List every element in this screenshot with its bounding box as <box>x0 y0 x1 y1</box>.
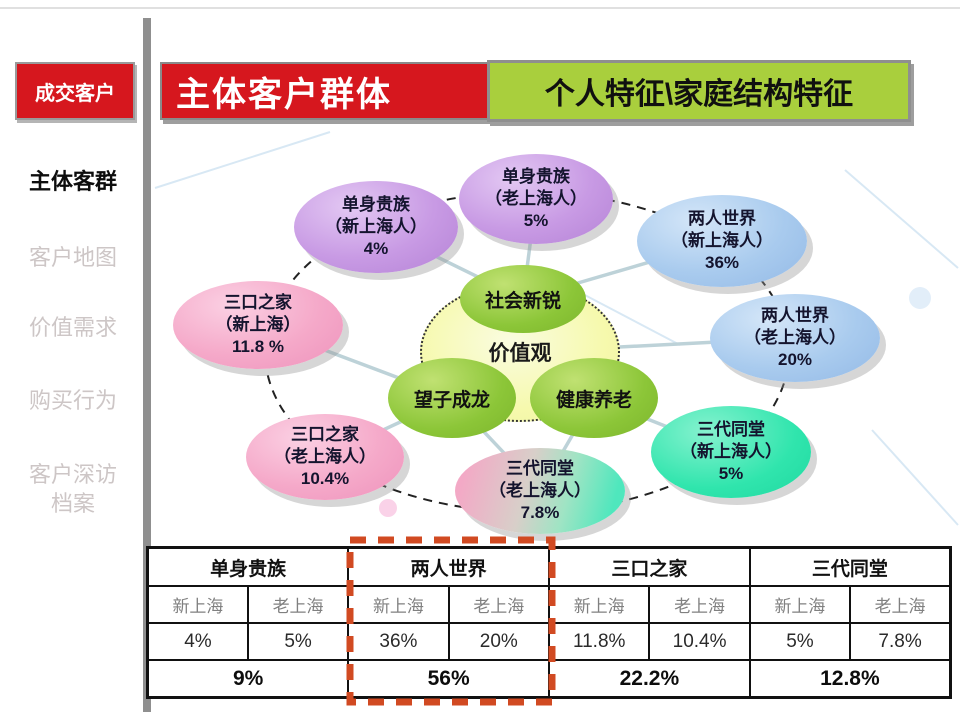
node-label: 两人世界 <box>761 305 829 325</box>
node-value: 7.8% <box>520 503 560 523</box>
node-multigen-new: 三代同堂 （新上海人） 5% <box>651 406 811 498</box>
node-multigen-old: 三代同堂 （老上海人） 7.8% <box>455 448 625 534</box>
table-header-couple: 两人世界 <box>347 546 550 587</box>
sidebar-item-customer-map[interactable]: 客户地图 <box>28 245 117 270</box>
value-bubble-child-success: 望子成龙 <box>388 358 516 438</box>
node-subtitle: （新上海人） <box>680 441 782 461</box>
top-divider <box>0 7 960 9</box>
node-couple-old: 两人世界 （老上海人） 20% <box>710 294 880 382</box>
node-single-old: 单身贵族 （老上海人） 5% <box>459 154 613 244</box>
node-subtitle: （新上海人） <box>671 230 773 250</box>
core-values-label: 价值观 <box>488 342 552 365</box>
table-group-header-row: 单身贵族 两人世界 三口之家 三代同堂 <box>146 546 952 587</box>
node-subtitle: （老上海人） <box>274 446 376 466</box>
node-value: 4% <box>363 239 389 259</box>
cell-couple-new: 36% <box>347 622 450 661</box>
cell-couple-old: 20% <box>447 622 551 661</box>
closed-customer-badge-label: 成交客户 <box>35 82 115 105</box>
sidebar-item-purchase-behavior[interactable]: 购买行为 <box>28 388 117 413</box>
subcol-multigen-old: 老上海 <box>849 585 952 624</box>
subcol-family3-new: 新上海 <box>547 585 651 624</box>
value-label: 望子成龙 <box>413 389 490 411</box>
value-bubble-healthy-aging: 健康养老 <box>530 358 658 438</box>
node-subtitle: （新上海人） <box>325 216 427 236</box>
value-label: 健康养老 <box>555 389 632 411</box>
page-title: 主体客户群体 <box>176 75 392 114</box>
total-multigen: 12.8% <box>748 659 952 699</box>
decor-lines <box>154 131 959 526</box>
decor-circle-pink <box>379 499 397 517</box>
node-subtitle: （老上海人） <box>489 480 591 500</box>
node-subtitle: （新上海） <box>215 314 301 334</box>
table-header-multigen: 三代同堂 <box>748 546 952 587</box>
node-family3-new: 三口之家 （新上海） 11.8 % <box>173 281 343 369</box>
cell-multigen-new: 5% <box>748 622 852 661</box>
cell-family3-new: 11.8% <box>547 622 651 661</box>
cell-single-old: 5% <box>246 622 350 661</box>
node-subtitle: （老上海人） <box>744 327 846 347</box>
node-couple-new: 两人世界 （新上海人） 36% <box>637 195 807 287</box>
node-label: 三口之家 <box>224 292 292 312</box>
sidebar-item-main-customers[interactable]: 主体客群 <box>28 169 117 194</box>
value-bubble-social-pioneer: 社会新锐 <box>460 265 586 333</box>
cell-family3-old: 10.4% <box>648 622 751 661</box>
node-value: 10.4% <box>300 469 350 489</box>
node-label: 三代同堂 <box>697 419 765 439</box>
sidebar-item-value-needs[interactable]: 价值需求 <box>28 315 117 340</box>
node-value: 5% <box>523 211 549 231</box>
page-subtitle: 个人特征\家庭结构特征 <box>544 78 854 111</box>
page-subtitle-bar: 个人特征\家庭结构特征 <box>487 60 911 122</box>
node-family3-old: 三口之家 （老上海人） 10.4% <box>246 414 404 500</box>
page-title-bar: 主体客户群体 <box>160 62 500 120</box>
table-header-single: 单身贵族 <box>146 546 350 587</box>
node-label: 单身贵族 <box>502 166 570 186</box>
node-value: 20% <box>777 350 813 370</box>
cell-multigen-old: 7.8% <box>849 622 952 661</box>
node-value: 5% <box>718 464 744 484</box>
segment-table: 单身贵族 两人世界 三口之家 三代同堂 新上海 老上海 新上海 老上海 新上海 … <box>146 546 952 699</box>
node-label: 两人世界 <box>688 208 756 228</box>
subcol-family3-old: 老上海 <box>648 585 751 624</box>
subcol-multigen-new: 新上海 <box>748 585 852 624</box>
table-subheader-row: 新上海 老上海 新上海 老上海 新上海 老上海 新上海 老上海 <box>146 585 952 624</box>
total-family3: 22.2% <box>548 659 751 699</box>
decor-circle-blue <box>909 287 931 309</box>
node-subtitle: （老上海人） <box>485 188 587 208</box>
sidebar-item-interview-files[interactable]: 客户深访档案 <box>28 462 117 516</box>
closed-customer-badge: 成交客户 <box>15 62 135 120</box>
node-label: 三代同堂 <box>506 458 574 478</box>
table-totals-row: 9% 56% 22.2% 12.8% <box>146 659 952 699</box>
subcol-couple-old: 老上海 <box>447 585 551 624</box>
node-label: 三口之家 <box>291 424 359 444</box>
node-label: 单身贵族 <box>342 194 410 214</box>
subcol-single-new: 新上海 <box>146 585 249 624</box>
table-header-family3: 三口之家 <box>548 546 751 587</box>
value-label: 社会新锐 <box>484 290 561 312</box>
cell-single-new: 4% <box>146 622 249 661</box>
total-couple: 56% <box>347 659 550 699</box>
total-single: 9% <box>146 659 350 699</box>
table-values-row: 4% 5% 36% 20% 11.8% 10.4% 5% 7.8% <box>146 622 952 661</box>
node-value: 36% <box>704 253 740 273</box>
subcol-single-old: 老上海 <box>246 585 350 624</box>
sidebar-divider <box>143 18 151 712</box>
node-single-new: 单身贵族 （新上海人） 4% <box>294 181 458 273</box>
subcol-couple-new: 新上海 <box>347 585 450 624</box>
node-value: 11.8 % <box>232 337 284 357</box>
